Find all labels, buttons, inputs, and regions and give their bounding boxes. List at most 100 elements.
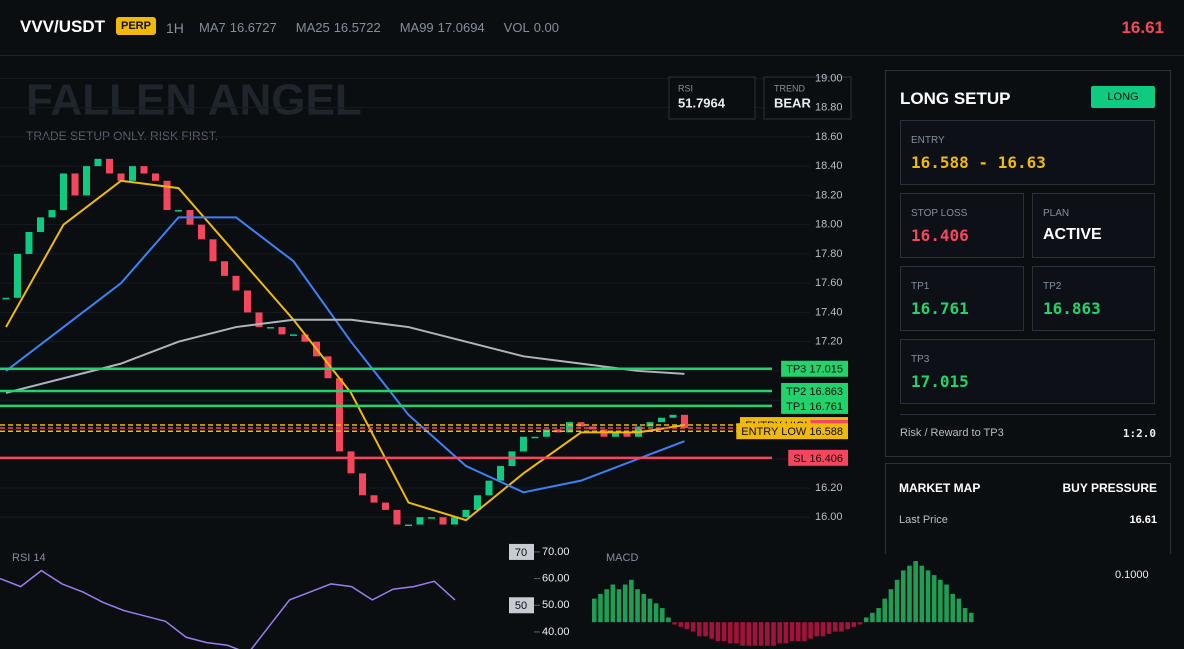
stop-card: STOP LOSS 16.406 [900, 193, 1024, 258]
price-tick-label: 16.20 [815, 482, 843, 494]
macd-tick-label: 0.1000 [1115, 569, 1149, 581]
level-label-bg [781, 382, 848, 399]
macd-bar [919, 565, 925, 623]
candle-body [405, 524, 412, 527]
macd-bar [839, 622, 844, 632]
watermark-title: FALLEN ANGEL [26, 76, 362, 125]
macd-bar [740, 622, 745, 646]
macd-bar [944, 584, 949, 623]
entry-value: 16.588 - 16.63 [911, 153, 1046, 172]
level-label-text: TP2 16.863 [786, 386, 843, 398]
macd-bar [765, 622, 770, 646]
divider [900, 414, 1156, 415]
price-tick-label: 17.20 [815, 336, 843, 348]
macd-bar [901, 570, 906, 623]
candle-body [83, 166, 90, 196]
macd-bar [678, 622, 684, 627]
tp1-card: TP1 16.761 [900, 266, 1024, 331]
price-tick-label: 16.00 [815, 511, 843, 523]
level-label-text: TP1 16.761 [786, 401, 843, 413]
macd-bar [814, 622, 820, 637]
candle-body [623, 432, 631, 437]
macd-bar [833, 622, 838, 632]
price-plot [0, 77, 810, 527]
candle-body [451, 517, 458, 525]
trend-box-value: BEAR [774, 95, 811, 110]
indicator-value: 16.6727 [229, 20, 277, 35]
macd-bar [746, 622, 752, 646]
stop-label: STOP LOSS [911, 208, 968, 219]
candle-body [25, 231, 33, 254]
market-title: MARKET MAP [899, 481, 981, 495]
watermark-subtitle: TRADE SETUP ONLY. RISK FIRST. [26, 129, 218, 143]
entry-card: ENTRY 16.588 - 16.63 [900, 120, 1155, 185]
candle-body [531, 436, 539, 439]
candle-body [474, 495, 481, 510]
price-tick-label: 18.00 [815, 219, 843, 231]
tp1-label: TP1 [911, 281, 930, 292]
macd-bar [629, 579, 634, 623]
macd-bar [925, 570, 931, 623]
level-label-bg [736, 423, 848, 440]
macd-bar [968, 612, 974, 623]
level-name: TP1 [786, 401, 806, 413]
indicator-label: MA7 [199, 20, 226, 35]
candle-body [324, 356, 332, 379]
candle-body [163, 180, 171, 211]
macd-bar [777, 622, 782, 644]
macd-bar [771, 622, 776, 646]
macd-bar [721, 622, 727, 641]
level-name: TP3 [786, 364, 806, 376]
level-label-text: SL 16.406 [793, 453, 843, 465]
entry-label: ENTRY [911, 135, 945, 146]
macd-bar [758, 622, 764, 646]
macd-bar [882, 598, 888, 623]
macd-bar [641, 593, 647, 623]
candle-body [462, 509, 470, 518]
rsi-tick-label: 70.00 [542, 546, 570, 558]
macd-bar [715, 622, 721, 641]
rr-label: Risk / Reward to TP3 [900, 427, 1004, 439]
top-bar: VVV/USDT PERP 1H 16.61 MA7 16.6727 MA25 16.… [0, 0, 1184, 56]
candle-body [681, 414, 688, 428]
macd-bar [938, 579, 943, 623]
macd-bar [697, 622, 702, 637]
level-name: SL [793, 453, 806, 465]
candle-body [14, 253, 21, 298]
macd-title: MACD [606, 552, 638, 564]
macd-bar [820, 622, 826, 637]
macd-bar [684, 622, 690, 630]
rsi-box-value: 51.7964 [678, 95, 726, 110]
candle-body [267, 327, 274, 329]
price-tick-label: 17.60 [815, 277, 843, 289]
candle-body [370, 495, 378, 503]
candle-body [301, 334, 309, 342]
macd-bar [789, 622, 795, 641]
macd-bar [666, 617, 671, 623]
indicator-value: 16.5722 [333, 20, 381, 35]
level-value: 17.015 [809, 364, 843, 376]
candle-body [382, 502, 389, 510]
indicator-label: MA25 [295, 20, 330, 35]
macd-bar [857, 622, 863, 625]
macd-bar [888, 589, 894, 623]
macd-bar [845, 622, 850, 630]
candle-body [255, 312, 263, 328]
interval[interactable]: 1H [166, 20, 184, 36]
macd-bar [913, 561, 918, 623]
level-label: TP1 16.761 [781, 397, 848, 414]
plan-label: PLAN [1043, 208, 1070, 219]
candle-body [669, 414, 677, 418]
macd-bar [592, 598, 597, 623]
trend-box [763, 76, 852, 120]
macd-bar [659, 608, 665, 623]
rsi-band-box [509, 597, 534, 614]
macd-bar [876, 608, 881, 623]
macd-bar [622, 584, 628, 623]
level-label: TP2 16.863 [781, 382, 848, 399]
macd-bar [598, 593, 603, 623]
macd-bar [616, 589, 622, 623]
macd-bar [870, 612, 875, 623]
rsi-tick-label: 40.00 [542, 626, 570, 638]
